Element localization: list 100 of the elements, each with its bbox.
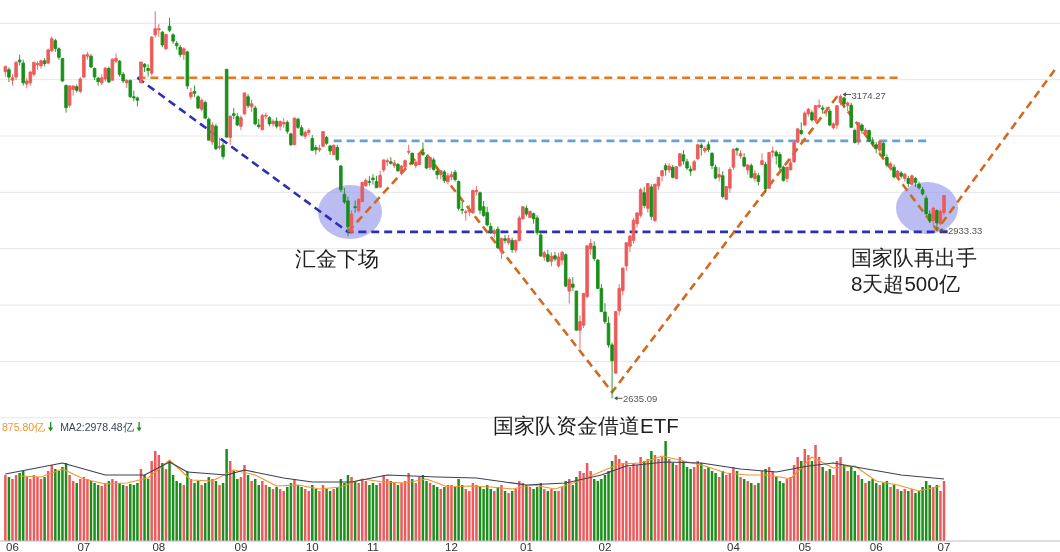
candlestick — [389, 156, 393, 165]
bar — [475, 485, 478, 541]
x-tick-label: 06 — [6, 540, 19, 552]
bar — [211, 479, 214, 541]
text: 875.80亿 — [2, 421, 46, 433]
candlestick — [303, 130, 307, 140]
candlestick — [67, 85, 72, 109]
candlestick — [738, 149, 743, 160]
bar — [161, 463, 164, 541]
bar — [882, 483, 885, 541]
bar — [268, 487, 271, 541]
bar — [311, 485, 314, 541]
candlestick — [142, 62, 147, 73]
bar — [261, 481, 264, 541]
candlestick — [439, 169, 443, 180]
bar — [493, 491, 496, 541]
candlestick — [421, 142, 425, 157]
bar — [800, 461, 803, 541]
bar — [325, 489, 328, 541]
bar — [696, 461, 699, 541]
candlestick — [720, 170, 725, 199]
bar — [771, 471, 774, 541]
candlestick — [464, 208, 468, 222]
candlestick — [239, 114, 243, 131]
candlestick — [7, 66, 11, 83]
bar — [721, 471, 724, 541]
bar — [111, 479, 114, 541]
bar — [300, 487, 303, 541]
bar — [43, 477, 46, 541]
bar — [664, 441, 667, 541]
bar — [639, 457, 642, 541]
bar — [525, 485, 528, 541]
candlestick — [249, 99, 254, 113]
bar — [18, 473, 21, 541]
candlestick — [378, 170, 382, 189]
candlestick — [756, 172, 761, 186]
candlestick — [310, 134, 315, 152]
bar — [732, 467, 735, 541]
candlestick — [221, 142, 225, 160]
x-tick-label: 09 — [234, 540, 248, 552]
bar — [482, 489, 485, 541]
x-tick-label: 06 — [869, 540, 883, 552]
candlestick — [335, 144, 340, 162]
bar — [125, 486, 128, 541]
candlestick — [235, 112, 240, 127]
bar — [118, 483, 121, 541]
bar — [896, 489, 899, 541]
candlestick — [860, 123, 864, 135]
candlestick — [278, 119, 282, 131]
candlestick — [745, 164, 750, 176]
candlestick — [528, 210, 532, 219]
candlestick — [167, 17, 172, 33]
bar — [489, 489, 492, 541]
candlestick — [649, 183, 654, 221]
candlestick — [560, 250, 564, 266]
x-tick-label: 07 — [937, 540, 951, 552]
candlestick — [524, 205, 529, 217]
bar — [361, 479, 364, 541]
bar — [393, 483, 396, 541]
bar — [375, 485, 378, 541]
bar — [75, 483, 78, 541]
text: 国家队资金借道ETF — [493, 413, 679, 437]
candlestick — [760, 152, 764, 165]
candlestick — [217, 136, 222, 151]
candlestick — [246, 93, 250, 109]
annotation: 3174.27 — [851, 89, 886, 100]
candlestick — [895, 169, 900, 179]
candlestick — [224, 68, 229, 139]
candlestick — [910, 174, 914, 187]
bar — [250, 481, 253, 541]
candlestick — [920, 186, 925, 196]
candlestick — [442, 169, 447, 184]
bar — [68, 475, 71, 541]
candlestick — [214, 123, 218, 151]
candlestick — [917, 181, 921, 191]
bar — [193, 483, 196, 541]
candlestick — [717, 166, 721, 182]
candlestick — [849, 102, 853, 129]
candlestick — [449, 170, 454, 181]
bar — [814, 445, 817, 541]
candlestick — [549, 251, 554, 267]
bar — [782, 483, 785, 541]
bar — [846, 471, 849, 541]
bar — [79, 479, 82, 541]
candlestick — [374, 175, 379, 189]
bar — [382, 475, 385, 541]
bar — [543, 489, 546, 541]
x-tick-label: 05 — [798, 540, 812, 552]
bar — [4, 475, 7, 541]
bar — [864, 483, 867, 541]
candlestick — [824, 106, 828, 117]
bar — [889, 487, 892, 541]
bar — [418, 477, 421, 541]
candlestick — [446, 172, 450, 185]
candlestick — [392, 159, 397, 169]
x-tick-label: 11 — [366, 540, 379, 552]
bar — [557, 491, 560, 541]
candlestick — [199, 97, 204, 112]
candlestick — [267, 115, 272, 127]
bar — [746, 481, 749, 541]
